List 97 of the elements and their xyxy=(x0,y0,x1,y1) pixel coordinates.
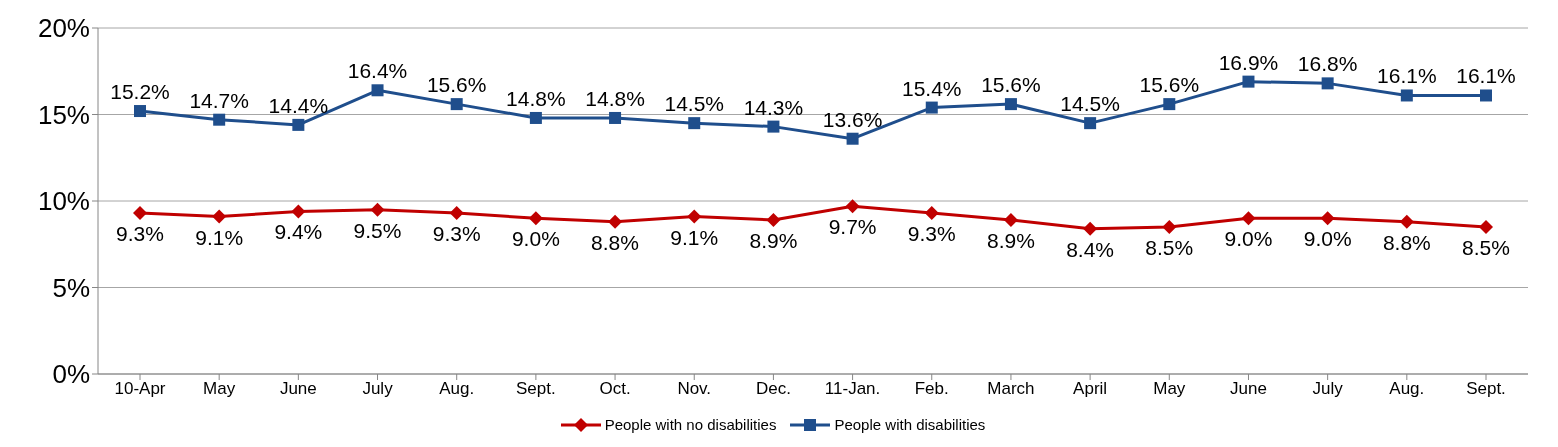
data-label: 8.5% xyxy=(1145,235,1194,259)
data-label: 8.9% xyxy=(749,229,798,253)
data-label: 9.3% xyxy=(432,222,481,246)
x-tick-label: May xyxy=(203,379,236,399)
data-label: 8.5% xyxy=(1462,235,1510,259)
x-tick-label: Nov. xyxy=(677,379,712,399)
x-tick-label: June xyxy=(1230,379,1267,399)
x-tick-label: July xyxy=(1312,379,1344,399)
y-tick-label: 0% xyxy=(52,359,90,390)
x-tick-label: July xyxy=(362,379,394,399)
legend-label: People with no disabilities xyxy=(604,416,777,433)
data-label: 13.6% xyxy=(822,107,883,131)
data-label: 15.6% xyxy=(426,73,487,97)
x-tick-label: Aug. xyxy=(1389,379,1425,399)
x-tick-label: Aug. xyxy=(439,379,475,399)
data-label: 9.5% xyxy=(353,218,402,242)
x-tick-label: March xyxy=(987,379,1035,399)
point xyxy=(846,132,859,145)
point xyxy=(1162,219,1177,234)
data-label: 9.1% xyxy=(670,225,719,249)
point xyxy=(291,204,306,219)
data-label: 16.4% xyxy=(347,59,408,83)
x-tick-label: Dec. xyxy=(755,379,791,399)
data-label: 9.0% xyxy=(1303,227,1352,251)
point xyxy=(1399,214,1414,229)
point xyxy=(766,213,781,228)
x-tick-label: Sept. xyxy=(1466,379,1506,399)
data-label: 15.2% xyxy=(110,80,170,104)
y-tick-label: 20% xyxy=(37,13,90,44)
point xyxy=(529,111,542,124)
data-label: 9.3% xyxy=(907,222,956,246)
data-label: 9.3% xyxy=(116,222,164,246)
point xyxy=(1083,221,1098,236)
point xyxy=(1241,211,1256,226)
point xyxy=(1320,211,1335,226)
data-label: 14.5% xyxy=(664,92,725,116)
point xyxy=(292,118,305,131)
data-label: 16.8% xyxy=(1297,52,1358,76)
point xyxy=(1004,98,1017,111)
point xyxy=(1400,89,1413,102)
point xyxy=(1480,89,1492,102)
point xyxy=(925,101,938,114)
data-label: 8.8% xyxy=(591,230,639,254)
data-label: 9.0% xyxy=(511,227,560,251)
data-label: 8.4% xyxy=(1066,237,1115,261)
point xyxy=(608,214,623,229)
y-tick-label: 15% xyxy=(37,99,90,130)
point xyxy=(212,209,227,224)
data-label: 15.4% xyxy=(901,76,962,100)
point xyxy=(528,211,543,226)
point xyxy=(845,199,860,214)
data-label: 16.1% xyxy=(1377,64,1437,88)
point xyxy=(133,206,147,221)
x-tick-label: 10-Apr xyxy=(114,379,166,399)
point xyxy=(213,113,226,126)
data-label: 9.4% xyxy=(274,220,323,244)
data-label: 15.6% xyxy=(981,73,1041,97)
data-label: 9.7% xyxy=(828,215,877,239)
legend-label: People with disabilities xyxy=(834,416,986,433)
x-tick-label: Oct. xyxy=(599,379,631,399)
data-label: 16.1% xyxy=(1456,64,1516,88)
x-tick-label: May xyxy=(1153,379,1186,399)
data-label: 14.3% xyxy=(743,95,804,119)
x-tick-label: Feb. xyxy=(914,379,949,399)
data-label: 15.6% xyxy=(1139,73,1200,97)
point xyxy=(1321,77,1334,90)
data-label: 9.0% xyxy=(1224,227,1273,251)
data-label: 14.5% xyxy=(1060,92,1120,116)
point xyxy=(449,206,464,221)
point xyxy=(1163,98,1176,111)
data-label: 14.4% xyxy=(268,93,329,117)
data-label: 8.9% xyxy=(987,229,1035,253)
point xyxy=(450,98,463,111)
point xyxy=(371,84,384,97)
x-tick-label: 11-Jan. xyxy=(824,379,881,399)
data-label: 8.8% xyxy=(1382,230,1431,254)
point xyxy=(1242,75,1255,88)
data-label: 14.8% xyxy=(585,86,645,110)
point xyxy=(1479,219,1493,234)
point xyxy=(370,202,385,217)
data-label: 14.7% xyxy=(189,88,249,112)
x-tick-label: Sept. xyxy=(516,379,556,399)
y-tick-label: 5% xyxy=(52,272,90,303)
data-label: 14.8% xyxy=(506,86,566,110)
x-tick-label: June xyxy=(279,379,317,399)
point xyxy=(924,206,939,221)
point xyxy=(609,111,622,124)
y-tick-label: 10% xyxy=(37,186,90,217)
data-label: 16.9% xyxy=(1218,50,1279,74)
point xyxy=(1003,213,1018,228)
point xyxy=(134,105,146,118)
point xyxy=(688,117,701,130)
x-tick-label: April xyxy=(1073,379,1108,399)
point xyxy=(1084,117,1097,130)
data-label: 9.1% xyxy=(195,225,244,249)
point xyxy=(687,209,702,224)
point xyxy=(767,120,780,133)
